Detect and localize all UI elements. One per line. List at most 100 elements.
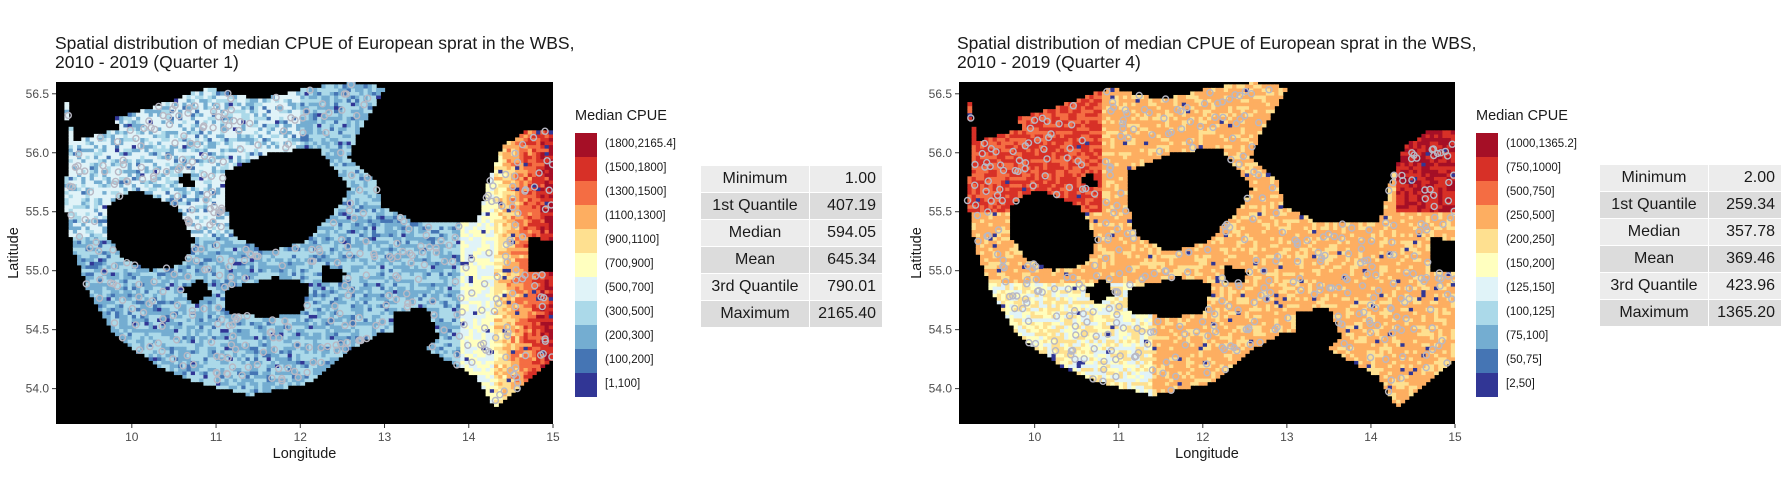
grid-cell	[152, 119, 158, 124]
grid-cell	[481, 250, 487, 255]
grid-cell	[152, 286, 158, 291]
grid-cell	[157, 119, 162, 124]
grid-cell	[477, 268, 482, 273]
grid-cell	[241, 328, 247, 333]
grid-cell	[329, 229, 335, 234]
grid-cell	[237, 349, 242, 354]
grid-cell	[144, 268, 150, 273]
grid-cell	[220, 321, 226, 326]
grid-cell	[203, 172, 209, 177]
grid-cell	[93, 211, 99, 216]
grid-cell	[253, 123, 259, 128]
grid-cell	[451, 225, 457, 231]
grid-cell	[216, 243, 221, 248]
grid-cell	[329, 247, 335, 252]
grid-cell	[422, 289, 428, 294]
grid-cell	[152, 321, 158, 326]
grid-cell	[447, 356, 453, 361]
grid-cell	[77, 190, 82, 195]
grid-cell	[275, 119, 280, 124]
grid-cell	[152, 123, 158, 128]
grid-cell	[321, 109, 327, 114]
grid-cell	[266, 367, 272, 372]
grid-cell	[136, 328, 141, 333]
grid-cell	[325, 342, 331, 347]
grid-cell	[186, 105, 192, 110]
grid-cell	[283, 370, 289, 376]
grid-cell	[127, 126, 133, 131]
grid-cell	[384, 229, 390, 234]
grid-cell	[481, 215, 487, 220]
grid-cell	[329, 335, 335, 340]
grid-cell	[447, 321, 453, 326]
grid-cell	[131, 335, 137, 340]
grid-cell	[102, 211, 108, 216]
grid-cell	[237, 328, 242, 333]
grid-cell	[355, 240, 360, 245]
grid-cell	[253, 137, 259, 142]
grid-cell	[148, 144, 154, 149]
grid-cell	[363, 261, 369, 266]
grid-cell	[308, 130, 314, 135]
grid-cell	[279, 339, 285, 344]
grid-cell	[237, 243, 242, 248]
grid-cell	[182, 165, 188, 170]
grid-cell	[220, 194, 226, 199]
grid-cell	[338, 102, 343, 107]
grid-cell	[388, 240, 394, 245]
grid-cell	[224, 94, 230, 100]
grid-cell	[203, 197, 209, 202]
grid-cell	[216, 332, 221, 337]
grid-cell	[228, 112, 234, 117]
grid-cell	[173, 342, 179, 347]
grid-cell	[93, 264, 99, 269]
grid-cell	[409, 275, 415, 280]
grid-cell	[216, 155, 221, 160]
grid-cell	[199, 190, 205, 195]
grid-cell	[241, 339, 247, 344]
grid-cell	[325, 243, 331, 248]
grid-cell	[464, 254, 470, 259]
grid-cell	[296, 314, 301, 319]
grid-cell	[182, 271, 188, 277]
grid-cell	[296, 381, 301, 386]
grid-cell	[178, 356, 183, 361]
grid-cell	[279, 140, 285, 146]
grid-cell	[228, 324, 234, 330]
grid-cell	[422, 282, 428, 287]
grid-cell	[119, 317, 124, 322]
grid-cell	[173, 324, 179, 330]
grid-cell	[346, 94, 352, 100]
grid-cell	[207, 148, 213, 153]
grid-cell	[296, 268, 301, 273]
grid-cell	[220, 186, 226, 192]
grid-cell	[477, 335, 482, 340]
grid-cell	[485, 310, 491, 315]
grid-cell	[245, 339, 251, 344]
grid-cell	[388, 271, 394, 277]
grid-cell	[157, 155, 162, 160]
grid-cell	[161, 123, 167, 128]
grid-cell	[237, 335, 242, 340]
grid-cell	[338, 264, 343, 269]
grid-cell	[173, 162, 179, 167]
grid-cell	[485, 232, 491, 238]
grid-cell	[325, 148, 331, 153]
grid-cell	[253, 342, 259, 347]
grid-cell	[485, 296, 491, 301]
grid-cell	[232, 257, 238, 262]
grid-cell	[102, 148, 108, 153]
grid-cell	[481, 360, 487, 365]
grid-cell	[460, 314, 466, 319]
grid-cell	[216, 250, 221, 255]
grid-cell	[346, 268, 352, 273]
grid-cell	[363, 278, 369, 284]
grid-cell	[148, 109, 154, 114]
grid-cell	[207, 275, 213, 280]
grid-cell	[157, 363, 162, 368]
grid-cell	[199, 335, 205, 340]
grid-cell	[266, 250, 272, 255]
grid-cell	[477, 257, 482, 262]
grid-cell	[312, 300, 318, 305]
grid-cell	[291, 328, 297, 333]
